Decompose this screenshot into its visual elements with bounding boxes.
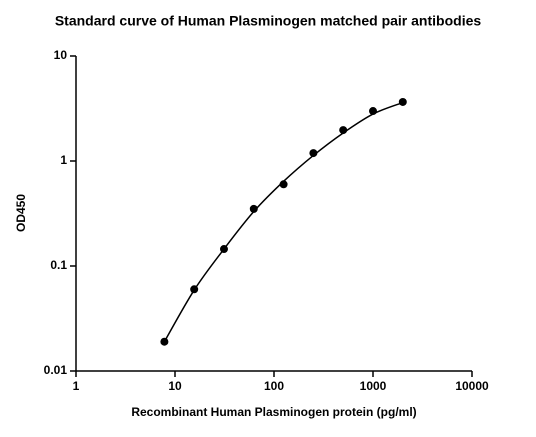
x-tick-label: 10000 <box>455 379 489 393</box>
x-tick-label: 1000 <box>360 379 387 393</box>
data-point <box>279 180 288 189</box>
data-point <box>190 285 199 294</box>
data-point <box>309 149 318 158</box>
x-tick-label: 1 <box>73 379 80 393</box>
y-axis-label: OD450 <box>14 194 28 232</box>
data-point <box>249 204 258 213</box>
data-point <box>160 337 169 346</box>
y-tick-label: 10 <box>54 48 68 62</box>
chart-title: Standard curve of Human Plasminogen matc… <box>55 13 482 29</box>
y-tick-label: 1 <box>60 153 67 167</box>
y-tick-label: 0.01 <box>44 363 68 377</box>
fit-curve <box>163 101 404 343</box>
data-point <box>219 245 228 254</box>
x-axis-label: Recombinant Human Plasminogen protein (p… <box>131 405 416 419</box>
data-point <box>398 97 407 106</box>
x-tick-label: 10 <box>168 379 182 393</box>
data-point <box>339 126 348 135</box>
y-tick-label: 0.1 <box>50 258 67 272</box>
x-tick-label: 100 <box>264 379 284 393</box>
data-point <box>369 107 377 116</box>
